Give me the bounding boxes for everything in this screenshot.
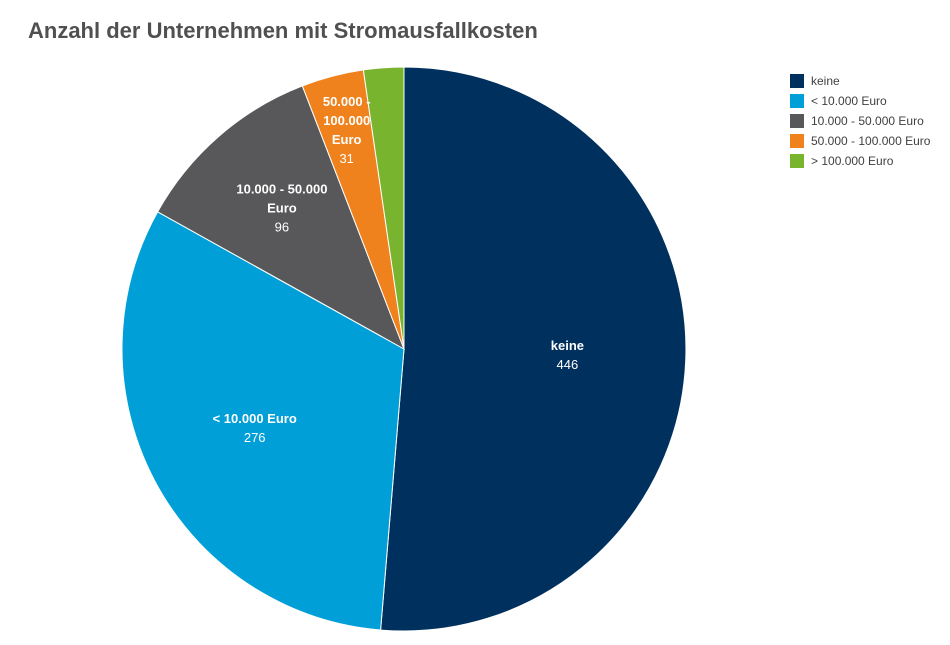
legend-label: 10.000 - 50.000 Euro (811, 114, 924, 128)
slice-category-label: Euro (332, 132, 362, 147)
pie-slices (121, 66, 687, 632)
legend-item-50-000-100-000-euro[interactable]: 50.000 - 100.000 Euro (790, 131, 930, 151)
legend-item-10-000-50-000-euro[interactable]: 10.000 - 50.000 Euro (790, 111, 930, 131)
pie-slice-100-000-euro[interactable] (362, 66, 405, 350)
slice-value-label: 446 (557, 357, 579, 372)
legend-label: < 10.000 Euro (811, 94, 887, 108)
slice-category-label: 10.000 - 50.000 (236, 181, 327, 196)
pie-slice-10-000-50-000-euro[interactable] (156, 85, 405, 351)
legend-label: keine (811, 74, 840, 88)
slice-value-label: 276 (244, 430, 266, 445)
legend-swatch (790, 154, 804, 168)
pie-labels: keine 446 < 10.000 Euro 276 10.000 - 50.000 E… (213, 94, 584, 445)
legend-swatch (790, 94, 804, 108)
slice-label-10-000-euro: < 10.000 Euro 276 (213, 411, 297, 445)
slice-value-label: 31 (339, 151, 353, 166)
legend-item-keine[interactable]: keine (790, 71, 930, 91)
legend-item-10-000-euro[interactable]: < 10.000 Euro (790, 91, 930, 111)
legend-label: > 100.000 Euro (811, 154, 894, 168)
slice-category-label: keine (551, 338, 584, 353)
chart-title: Anzahl der Unternehmen mit Stromausfallk… (28, 18, 538, 43)
pie-slice-keine[interactable] (380, 66, 687, 632)
legend-label: 50.000 - 100.000 Euro (811, 134, 931, 148)
legend-swatch (790, 134, 804, 148)
pie-slice-10-000-euro[interactable] (121, 211, 405, 631)
slice-label-10-000-50-000-euro: 10.000 - 50.000 Euro 96 (236, 181, 327, 234)
slice-category-label: < 10.000 Euro (213, 411, 297, 426)
legend-swatch (790, 114, 804, 128)
slice-label-keine: keine 446 (551, 338, 584, 372)
slice-category-label: 100.000 (323, 113, 370, 128)
legend-item-100-000-euro[interactable]: > 100.000 Euro (790, 151, 930, 171)
slice-category-label: Euro (267, 200, 297, 215)
slice-category-label: 50.000 - (323, 94, 371, 109)
legend-swatch (790, 74, 804, 88)
legend: keine < 10.000 Euro 10.000 - 50.000 Euro 50… (790, 71, 930, 171)
slice-value-label: 96 (275, 219, 289, 234)
slice-label-50-000-100-000-euro: 50.000 - 100.000 Euro 31 (323, 94, 371, 166)
